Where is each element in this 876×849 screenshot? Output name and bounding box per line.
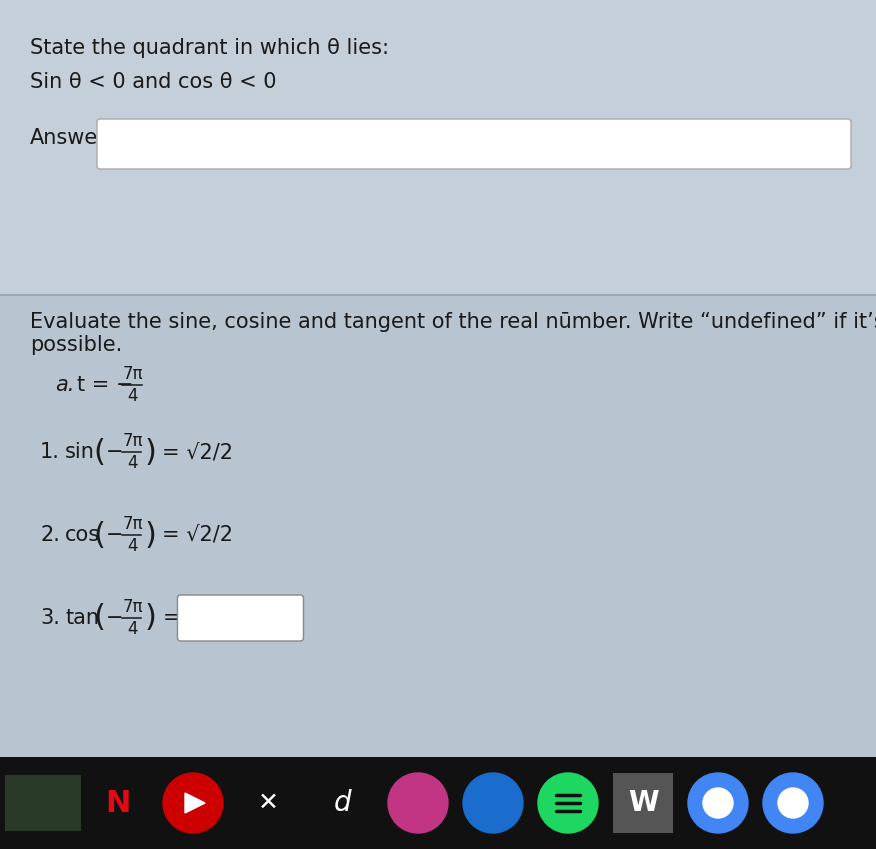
Text: 4: 4: [127, 387, 138, 405]
Text: 7π: 7π: [123, 598, 143, 616]
FancyBboxPatch shape: [97, 119, 851, 169]
Circle shape: [703, 788, 733, 818]
Text: 7π: 7π: [123, 432, 143, 450]
Text: Evaluate the sine, cosine and tangent of the real nūmber. Write “undefined” if i: Evaluate the sine, cosine and tangent of…: [30, 312, 876, 332]
Text: −: −: [106, 608, 124, 628]
Bar: [5, 775, 81, 831]
Circle shape: [538, 773, 598, 833]
Circle shape: [463, 773, 523, 833]
Text: 7π: 7π: [123, 365, 144, 383]
Text: = √2/2: = √2/2: [162, 442, 234, 462]
Text: (: (: [94, 604, 105, 633]
Text: Answer:: Answer:: [30, 128, 114, 148]
Text: (: (: [94, 520, 105, 549]
Text: 4: 4: [127, 454, 138, 472]
FancyBboxPatch shape: [178, 595, 303, 641]
Text: 7π: 7π: [123, 515, 143, 533]
Circle shape: [238, 773, 298, 833]
Text: =: =: [162, 608, 180, 628]
Bar: [0, 757, 876, 849]
Text: ✕: ✕: [258, 791, 279, 815]
Circle shape: [388, 773, 448, 833]
Circle shape: [163, 773, 223, 833]
Text: −: −: [106, 525, 124, 545]
Circle shape: [88, 773, 148, 833]
Bar: [613, 773, 673, 833]
Circle shape: [778, 788, 808, 818]
Text: ): ): [145, 520, 156, 549]
Bar: [0, 295, 876, 757]
Text: cos: cos: [65, 525, 100, 545]
Text: 4: 4: [127, 620, 138, 638]
Text: tan: tan: [65, 608, 99, 628]
Circle shape: [688, 773, 748, 833]
Text: Sin θ < 0 and cos θ < 0: Sin θ < 0 and cos θ < 0: [30, 72, 277, 92]
Text: 3.: 3.: [40, 608, 60, 628]
Text: 1.: 1.: [40, 442, 60, 462]
Circle shape: [763, 773, 823, 833]
Text: N: N: [105, 789, 131, 818]
Bar: [0, 0, 876, 295]
Text: −: −: [106, 442, 124, 462]
Text: a.: a.: [55, 375, 74, 395]
Text: (: (: [94, 437, 105, 466]
Text: 2.: 2.: [40, 525, 60, 545]
Circle shape: [313, 773, 373, 833]
Text: t = −: t = −: [77, 375, 133, 395]
Text: possible.: possible.: [30, 335, 123, 355]
Text: = √2/2: = √2/2: [162, 525, 234, 545]
Text: State the quadrant in which θ lies:: State the quadrant in which θ lies:: [30, 38, 389, 58]
Polygon shape: [185, 793, 205, 813]
Text: sin: sin: [65, 442, 95, 462]
Text: 4: 4: [127, 537, 138, 555]
Text: ): ): [145, 437, 156, 466]
Text: d: d: [334, 789, 352, 817]
Text: ): ): [145, 604, 156, 633]
Text: W: W: [628, 789, 658, 817]
